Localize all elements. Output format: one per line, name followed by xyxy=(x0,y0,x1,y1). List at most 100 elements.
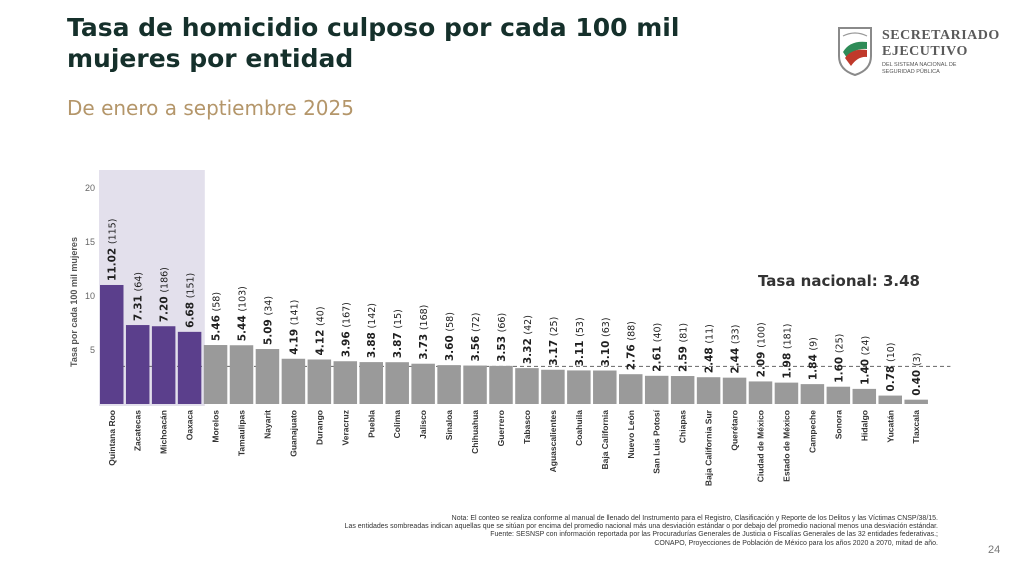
data-label-count: (58) xyxy=(445,312,456,332)
x-tick-label: Veracruz xyxy=(340,410,350,445)
data-label-count: (64) xyxy=(134,272,145,292)
data-label: 1.60 (25) xyxy=(833,334,845,383)
data-label: 7.31 (64) xyxy=(133,272,145,321)
data-label-count: (53) xyxy=(575,317,586,337)
data-label-value: 0.78 xyxy=(885,362,897,392)
footnote-line: Las entidades sombreadas indican aquella… xyxy=(344,523,938,531)
page-number: 24 xyxy=(988,544,1001,556)
data-label-count: (25) xyxy=(549,317,560,337)
data-label: 4.12 (40) xyxy=(314,306,326,355)
data-label-value: 3.96 xyxy=(340,328,352,358)
bar xyxy=(411,363,435,404)
y-tick-label: 20 xyxy=(85,183,95,193)
data-label-value: 3.87 xyxy=(392,329,404,359)
data-label-count: (40) xyxy=(653,323,664,343)
bar xyxy=(774,382,799,404)
national-rate-label: Tasa nacional: 3.48 xyxy=(758,272,920,290)
x-tick-label: Puebla xyxy=(366,410,376,438)
bar xyxy=(722,377,747,404)
data-label-value: 4.19 xyxy=(288,325,300,355)
data-label-value: 2.61 xyxy=(652,342,664,372)
data-label: 3.10 (63) xyxy=(600,317,612,366)
x-tick-label: Colima xyxy=(392,410,402,439)
x-tick-label: Nayarit xyxy=(262,410,272,439)
data-label: 0.78 (10) xyxy=(885,342,897,391)
data-label-count: (25) xyxy=(834,334,845,354)
x-tick-label: Estado de México xyxy=(781,410,791,482)
x-tick-label: Durango xyxy=(314,410,324,445)
data-label-value: 3.60 xyxy=(444,332,456,362)
y-tick-label: 5 xyxy=(90,345,95,355)
data-label-count: (72) xyxy=(471,312,482,332)
data-label-value: 1.84 xyxy=(807,351,819,381)
x-tick-label: Guanajuato xyxy=(288,410,298,457)
x-tick-label: Guerrero xyxy=(496,410,506,446)
data-label-value: 0.40 xyxy=(911,366,923,396)
x-tick-label: Campeche xyxy=(807,410,817,453)
bar xyxy=(177,331,202,404)
data-label: 1.40 (24) xyxy=(859,336,871,385)
data-label-value: 2.59 xyxy=(678,342,690,372)
data-label: 1.84 (9) xyxy=(807,337,819,380)
data-label-value: 3.73 xyxy=(418,330,430,360)
x-tick-label: Oaxaca xyxy=(185,410,195,441)
x-tick-label: Coahuila xyxy=(574,410,584,446)
footnote-line: Fuente: SESNSP con información reportada… xyxy=(490,531,938,539)
data-label-value: 7.31 xyxy=(133,291,145,321)
data-label: 3.60 (58) xyxy=(444,312,456,361)
x-tick-label: San Luis Potosí xyxy=(652,409,662,473)
data-label-value: 3.17 xyxy=(548,336,560,366)
data-label: 2.61 (40) xyxy=(652,323,664,372)
data-label-count: (33) xyxy=(731,325,742,345)
x-tick-label: Sinaloa xyxy=(444,410,454,441)
data-label: 2.59 (81) xyxy=(678,323,690,372)
x-tick-label: Chihuahua xyxy=(470,410,480,454)
bar xyxy=(826,386,851,404)
x-tick-label: Jalisco xyxy=(418,410,428,439)
data-label: 3.17 (25) xyxy=(548,317,560,366)
data-label-value: 3.56 xyxy=(470,332,482,362)
data-label: 3.73 (168) xyxy=(418,305,430,360)
data-label-count: (9) xyxy=(808,337,819,350)
bar xyxy=(359,362,383,404)
logo-line-2: EJECUTIVO xyxy=(882,44,968,59)
bar xyxy=(541,369,565,404)
x-tick-label: Chiapas xyxy=(678,410,688,443)
bar xyxy=(229,345,254,404)
data-label-value: 3.53 xyxy=(496,332,508,362)
data-label-count: (186) xyxy=(160,267,171,293)
x-tick-label: Tabasco xyxy=(522,410,532,444)
data-label-value: 2.44 xyxy=(730,344,742,374)
x-tick-label: Morelos xyxy=(211,410,221,443)
data-label: 0.40 (3) xyxy=(911,353,923,396)
data-label-count: (58) xyxy=(212,292,223,312)
bar xyxy=(515,368,539,404)
footnote-line: CONAPO, Proyecciones de Población de Méx… xyxy=(654,539,938,547)
data-label: 3.53 (66) xyxy=(496,313,508,362)
data-label-count: (40) xyxy=(315,306,326,326)
data-label-count: (167) xyxy=(341,302,352,328)
bar xyxy=(203,345,228,404)
bar xyxy=(281,358,306,404)
data-label-value: 3.32 xyxy=(522,335,534,365)
bar xyxy=(437,365,461,404)
data-label-count: (168) xyxy=(419,305,430,331)
x-tick-label: Zacatecas xyxy=(133,410,143,451)
bar xyxy=(125,325,150,404)
bar xyxy=(878,395,902,404)
x-tick-label: Quintana Roo xyxy=(107,410,117,466)
data-label-count: (151) xyxy=(186,273,197,299)
data-label: 3.56 (72) xyxy=(470,312,482,361)
data-label-value: 1.40 xyxy=(859,355,871,385)
data-label-count: (63) xyxy=(601,317,612,337)
data-label: 5.46 (58) xyxy=(211,292,223,341)
data-label-value: 1.60 xyxy=(833,353,845,383)
x-tick-label: Michoacán xyxy=(159,410,169,454)
bar xyxy=(748,381,773,404)
data-label: 1.98 (181) xyxy=(781,324,793,379)
x-tick-label: Sonora xyxy=(833,410,843,440)
data-label: 5.09 (34) xyxy=(262,296,274,345)
bar xyxy=(489,365,513,404)
footnotes: Nota: El conteo se realiza conforme al m… xyxy=(218,515,938,548)
data-label-value: 7.20 xyxy=(159,293,171,323)
